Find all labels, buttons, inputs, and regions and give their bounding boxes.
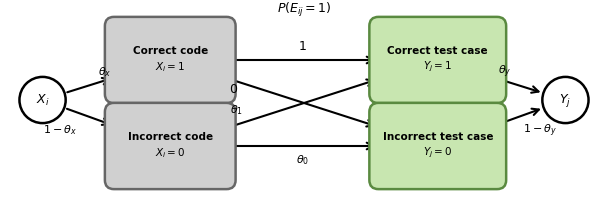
FancyBboxPatch shape <box>369 103 506 189</box>
Text: $X_i$: $X_i$ <box>36 92 49 108</box>
Text: 0: 0 <box>230 83 238 96</box>
Text: Incorrect code
$X_i=0$: Incorrect code $X_i=0$ <box>128 132 213 160</box>
Text: $\theta_x$: $\theta_x$ <box>98 65 112 79</box>
Text: $P(E_{ij}=1)$: $P(E_{ij}=1)$ <box>277 1 331 19</box>
Text: $\theta_y$: $\theta_y$ <box>497 63 511 80</box>
Text: 1: 1 <box>299 40 306 53</box>
FancyBboxPatch shape <box>105 103 236 189</box>
Text: Correct code
$X_i=1$: Correct code $X_i=1$ <box>133 46 208 74</box>
Text: Correct test case
$Y_j=1$: Correct test case $Y_j=1$ <box>387 46 488 74</box>
Text: $1-\theta_y$: $1-\theta_y$ <box>523 122 558 139</box>
Text: $Y_j$: $Y_j$ <box>559 92 572 109</box>
Text: $1-\theta_x$: $1-\theta_x$ <box>43 123 77 137</box>
Ellipse shape <box>19 77 66 123</box>
Text: Incorrect test case
$Y_j=0$: Incorrect test case $Y_j=0$ <box>382 132 493 160</box>
FancyBboxPatch shape <box>369 17 506 103</box>
Ellipse shape <box>542 77 589 123</box>
Text: $\theta_0$: $\theta_0$ <box>296 153 309 167</box>
FancyBboxPatch shape <box>105 17 236 103</box>
Text: $\theta_1$: $\theta_1$ <box>230 103 243 117</box>
